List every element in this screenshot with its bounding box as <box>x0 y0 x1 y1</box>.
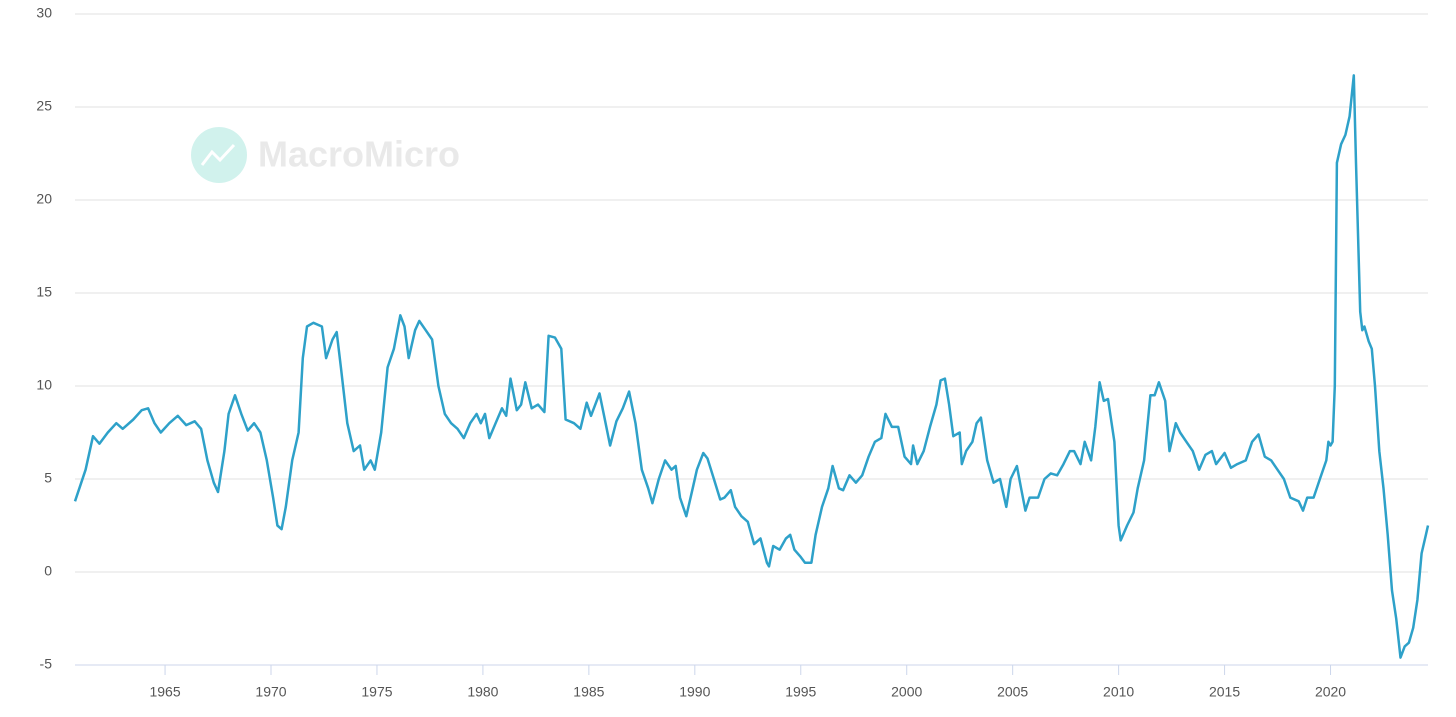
y-tick-label: 30 <box>36 5 52 21</box>
x-tick-label: 2010 <box>1103 684 1134 700</box>
y-tick-label: 15 <box>36 284 52 300</box>
y-tick-label: 25 <box>36 98 52 114</box>
y-tick-label: 0 <box>44 563 52 579</box>
x-tick-label: 1995 <box>785 684 816 700</box>
y-tick-label: -5 <box>40 656 53 672</box>
x-tick-label: 2005 <box>997 684 1028 700</box>
watermark-text: MacroMicro <box>258 134 460 175</box>
y-tick-label: 5 <box>44 470 52 486</box>
x-tick-label: 2020 <box>1315 684 1346 700</box>
x-tick-label: 2015 <box>1209 684 1240 700</box>
x-tick-label: 1970 <box>255 684 286 700</box>
x-tick-label: 1975 <box>361 684 392 700</box>
data-line <box>73 74 1430 659</box>
y-tick-label: 10 <box>36 377 52 393</box>
x-tick-label: 1965 <box>149 684 180 700</box>
x-tick-label: 2000 <box>891 684 922 700</box>
watermark: MacroMicro <box>191 127 460 183</box>
x-tick-label: 1985 <box>573 684 604 700</box>
watermark-icon <box>191 127 247 183</box>
watermark-icon-line <box>200 143 236 166</box>
x-tick-label: 1990 <box>679 684 710 700</box>
x-tick-label: 1980 <box>467 684 498 700</box>
y-tick-label: 20 <box>36 191 52 207</box>
